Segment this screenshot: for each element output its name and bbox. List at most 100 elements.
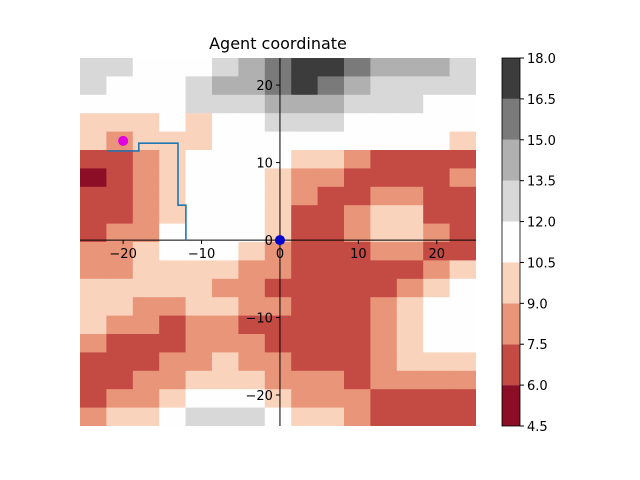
heat-cell xyxy=(264,186,292,206)
heat-cell xyxy=(370,94,398,114)
heat-cell xyxy=(317,389,345,409)
heat-cell xyxy=(238,223,266,243)
heat-cell xyxy=(423,426,450,445)
heat-cell xyxy=(396,58,424,77)
heat-cell xyxy=(264,260,292,280)
heat-cell xyxy=(264,407,292,426)
heat-cell xyxy=(264,242,292,261)
heat-cell xyxy=(185,168,213,188)
heat-cell xyxy=(212,113,239,133)
heat-cell xyxy=(159,315,187,335)
heat-cell xyxy=(449,76,476,96)
heat-cell xyxy=(317,76,345,96)
heat-cell xyxy=(159,370,187,390)
colorbar-band xyxy=(502,221,520,263)
heat-cell xyxy=(185,223,213,243)
heat-cell xyxy=(423,113,451,133)
heat-cell xyxy=(132,407,160,426)
heat-cell xyxy=(423,334,451,353)
heat-cell xyxy=(106,205,134,225)
heat-cell xyxy=(317,223,345,243)
heat-cell xyxy=(159,334,187,353)
heat-cell xyxy=(185,407,213,426)
heat-cell xyxy=(423,186,451,206)
heat-cell xyxy=(185,150,213,169)
heat-cell xyxy=(212,260,239,280)
heat-cell xyxy=(317,352,345,372)
heat-cell xyxy=(159,223,187,243)
heat-cell xyxy=(80,389,107,409)
heat-cell xyxy=(265,426,292,445)
colorbar-tick-label: 13.5 xyxy=(527,175,556,190)
heat-cell xyxy=(185,186,213,206)
heat-cell xyxy=(185,205,213,225)
heat-cell xyxy=(159,352,187,372)
heat-cell xyxy=(106,76,134,96)
heat-cell xyxy=(106,370,134,390)
heat-cell xyxy=(132,278,160,298)
heat-cell xyxy=(291,334,319,353)
heat-cell xyxy=(370,113,398,133)
heat-cell xyxy=(185,94,213,114)
heat-cell xyxy=(185,370,213,390)
heat-cell xyxy=(185,297,213,317)
heat-cell xyxy=(423,76,451,96)
heat-cell xyxy=(80,76,107,96)
heat-cell xyxy=(132,334,160,353)
heat-cell xyxy=(370,352,398,372)
heat-cell xyxy=(159,278,187,298)
heat-cell xyxy=(344,186,371,206)
heat-cell xyxy=(132,370,160,390)
heat-cell xyxy=(370,389,398,409)
chart-title: Agent coordinate xyxy=(209,34,347,53)
heat-cell xyxy=(106,242,134,261)
heat-cell xyxy=(159,205,187,225)
heat-cell xyxy=(317,205,345,225)
trajectory-line xyxy=(107,142,187,241)
heat-cell xyxy=(80,113,107,133)
heat-cell xyxy=(132,389,160,409)
heat-cell xyxy=(396,315,424,335)
heat-cell xyxy=(370,426,397,445)
heat-cell xyxy=(212,407,239,426)
heat-cell xyxy=(80,260,107,280)
heat-cell xyxy=(396,407,424,426)
heat-cell xyxy=(396,389,424,409)
heat-cell xyxy=(159,150,187,169)
heat-cell xyxy=(185,352,213,372)
heat-cell xyxy=(185,315,213,335)
heat-cell xyxy=(317,407,345,426)
x-tick-label: 20 xyxy=(429,247,446,262)
heat-cell xyxy=(106,260,134,280)
heat-cell xyxy=(291,186,319,206)
heat-cell xyxy=(317,260,345,280)
heat-cell xyxy=(291,58,319,77)
heat-cell xyxy=(317,94,345,114)
heat-cell xyxy=(291,278,319,298)
trajectory-layer xyxy=(107,135,285,246)
heat-cell xyxy=(106,94,134,114)
heat-cell xyxy=(212,76,239,96)
colorbar-band xyxy=(502,385,520,426)
heat-cell xyxy=(423,131,451,151)
heat-cell xyxy=(370,186,398,206)
heat-cell xyxy=(291,94,319,114)
x-tick-label: −20 xyxy=(109,247,136,262)
heat-cell xyxy=(344,334,371,353)
heat-cell xyxy=(396,113,424,133)
heat-cell xyxy=(291,297,319,317)
heat-cell xyxy=(317,370,345,390)
heat-cell xyxy=(132,297,160,317)
heat-cell xyxy=(132,315,160,335)
heat-cell xyxy=(106,223,134,243)
heat-cell xyxy=(185,260,213,280)
heat-cell xyxy=(132,150,160,169)
x-tick-label: −10 xyxy=(188,247,215,262)
heat-cell xyxy=(106,150,134,169)
heat-cell xyxy=(212,223,239,243)
heat-cell xyxy=(80,131,107,151)
heat-cell xyxy=(317,131,345,151)
heat-cell xyxy=(396,186,424,206)
heat-cell xyxy=(370,58,398,77)
heat-cell xyxy=(291,131,319,151)
